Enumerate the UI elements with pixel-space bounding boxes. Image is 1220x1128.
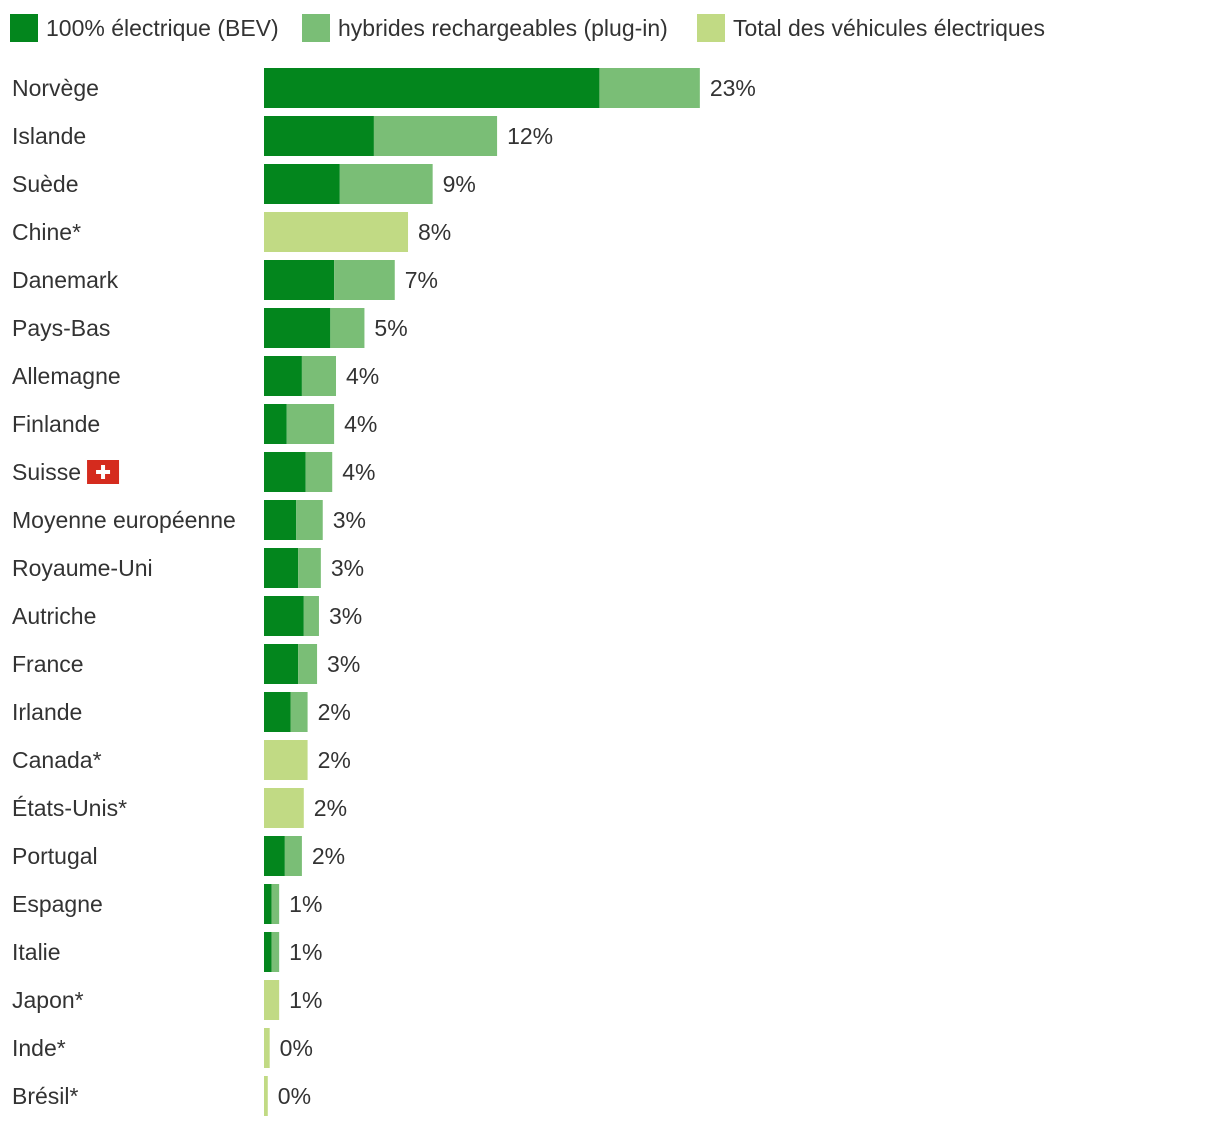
value-label-inde: 0% [280, 1035, 313, 1061]
value-label-danemark: 7% [405, 267, 438, 293]
bar-bev-danemark [264, 260, 335, 300]
value-label-royaume-uni: 3% [331, 555, 364, 581]
bar-phev-pays-bas [330, 308, 365, 348]
legend-label-bev: 100% électrique (BEV) [46, 15, 279, 41]
value-label-finlande: 4% [344, 411, 377, 437]
category-label-suisse: Suisse [12, 459, 81, 485]
category-label-etats-unis: États-Unis* [12, 795, 127, 821]
value-label-portugal: 2% [312, 843, 345, 869]
value-label-islande: 12% [507, 123, 553, 149]
category-label-danemark: Danemark [12, 267, 119, 293]
category-label-royaume-uni: Royaume-Uni [12, 555, 153, 581]
category-label-japon: Japon* [12, 987, 84, 1013]
bar-bev-portugal [264, 836, 285, 876]
legend-swatch-bev [10, 14, 38, 42]
category-label-finlande: Finlande [12, 411, 100, 437]
bar-total-bresil [264, 1076, 268, 1116]
bar-bev-autriche [264, 596, 304, 636]
category-label-autriche: Autriche [12, 603, 96, 629]
bar-phev-norvege [599, 68, 700, 108]
value-label-moyenne-europeenne: 3% [333, 507, 366, 533]
value-label-japon: 1% [289, 987, 322, 1013]
bar-bev-finlande [264, 404, 287, 444]
value-label-pays-bas: 5% [374, 315, 407, 341]
category-label-portugal: Portugal [12, 843, 98, 869]
bar-bev-royaume-uni [264, 548, 299, 588]
category-label-italie: Italie [12, 939, 61, 965]
bar-phev-royaume-uni [298, 548, 321, 588]
value-label-italie: 1% [289, 939, 322, 965]
bar-phev-islande [373, 116, 498, 156]
bar-bev-norvege [264, 68, 600, 108]
bar-bev-suisse [264, 452, 306, 492]
category-label-inde: Inde* [12, 1035, 66, 1061]
category-label-bresil: Brésil* [12, 1083, 79, 1109]
bar-phev-finlande [286, 404, 335, 444]
bar-phev-suede [339, 164, 433, 204]
value-label-bresil: 0% [278, 1083, 311, 1109]
bar-bev-france [264, 644, 299, 684]
category-label-norvege: Norvège [12, 75, 99, 101]
bar-phev-italie [271, 932, 280, 972]
value-label-suisse: 4% [342, 459, 375, 485]
swiss-flag-icon [87, 460, 120, 484]
bar-bev-islande [264, 116, 374, 156]
bar-bev-italie [264, 932, 272, 972]
category-label-france: France [12, 651, 84, 677]
bar-phev-suisse [305, 452, 333, 492]
bar-total-inde [264, 1028, 270, 1068]
bar-phev-espagne [271, 884, 280, 924]
category-label-allemagne: Allemagne [12, 363, 121, 389]
bar-bev-pays-bas [264, 308, 331, 348]
value-label-france: 3% [327, 651, 360, 677]
bar-total-chine [264, 212, 409, 252]
bar-phev-france [298, 644, 318, 684]
category-label-irlande: Irlande [12, 699, 82, 725]
bar-total-etats-unis [264, 788, 304, 828]
value-label-etats-unis: 2% [314, 795, 347, 821]
legend-swatch-phev [302, 14, 330, 42]
value-label-allemagne: 4% [346, 363, 379, 389]
bar-phev-allemagne [301, 356, 337, 396]
bar-bev-moyenne-europeenne [264, 500, 297, 540]
value-label-espagne: 1% [289, 891, 322, 917]
category-label-espagne: Espagne [12, 891, 103, 917]
category-label-moyenne-europeenne: Moyenne européenne [12, 507, 236, 533]
bar-phev-autriche [303, 596, 319, 636]
bar-total-japon [264, 980, 280, 1020]
bar-phev-irlande [290, 692, 308, 732]
value-label-autriche: 3% [329, 603, 362, 629]
bar-bev-allemagne [264, 356, 302, 396]
bar-phev-moyenne-europeenne [296, 500, 323, 540]
value-label-chine: 8% [418, 219, 451, 245]
legend-swatch-total [697, 14, 725, 42]
value-label-norvege: 23% [710, 75, 756, 101]
legend-label-total: Total des véhicules électriques [733, 15, 1045, 41]
bar-phev-portugal [284, 836, 302, 876]
category-label-suede: Suède [12, 171, 79, 197]
category-label-pays-bas: Pays-Bas [12, 315, 110, 341]
value-label-canada: 2% [318, 747, 351, 773]
bar-total-canada [264, 740, 308, 780]
value-label-suede: 9% [443, 171, 476, 197]
category-label-chine: Chine* [12, 219, 81, 245]
bar-bev-irlande [264, 692, 291, 732]
bar-bev-suede [264, 164, 340, 204]
legend-label-phev: hybrides rechargeables (plug-in) [338, 15, 668, 41]
bar-bev-espagne [264, 884, 272, 924]
category-label-canada: Canada* [12, 747, 102, 773]
value-label-irlande: 2% [318, 699, 351, 725]
bar-phev-danemark [334, 260, 395, 300]
category-label-islande: Islande [12, 123, 86, 149]
